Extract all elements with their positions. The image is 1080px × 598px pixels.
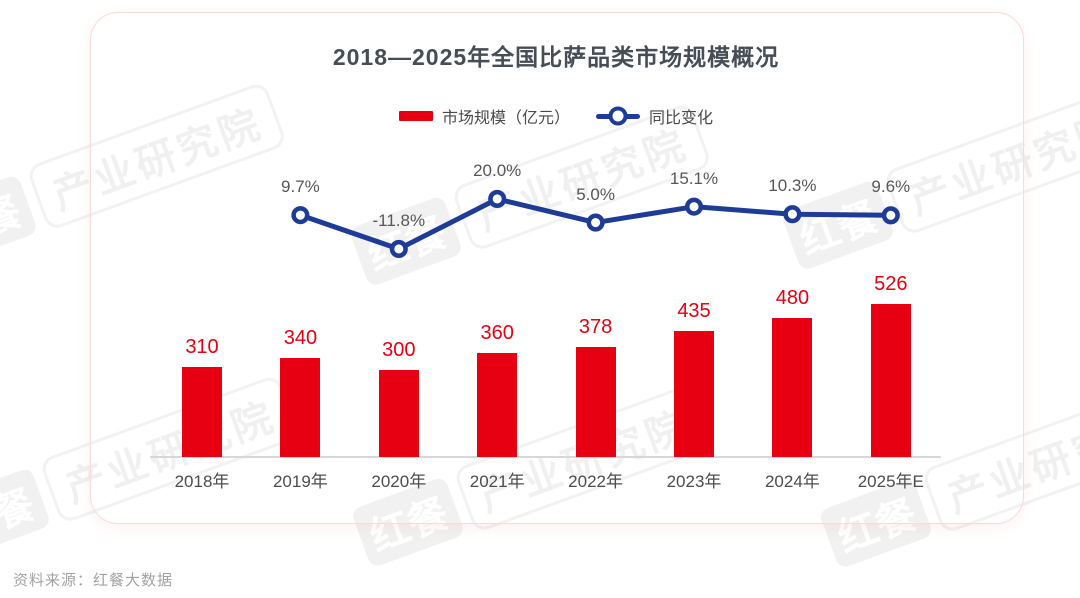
watermark-brand-logo: 红餐 <box>0 466 52 560</box>
legend: 市场规模（亿元） 同比变化 <box>90 104 1022 128</box>
line-marker-icon <box>608 106 628 126</box>
line-legend-icon <box>596 106 640 126</box>
chart-title: 2018—2025年全国比萨品类市场规模概况 <box>332 44 780 70</box>
line-legend-label: 同比变化 <box>649 110 714 127</box>
bar-legend-swatch-icon <box>398 111 433 121</box>
chart-card <box>90 12 1024 524</box>
source-note: 资料来源：红餐大数据 <box>13 572 174 589</box>
bar-legend-label: 市场规模（亿元） <box>441 110 570 127</box>
